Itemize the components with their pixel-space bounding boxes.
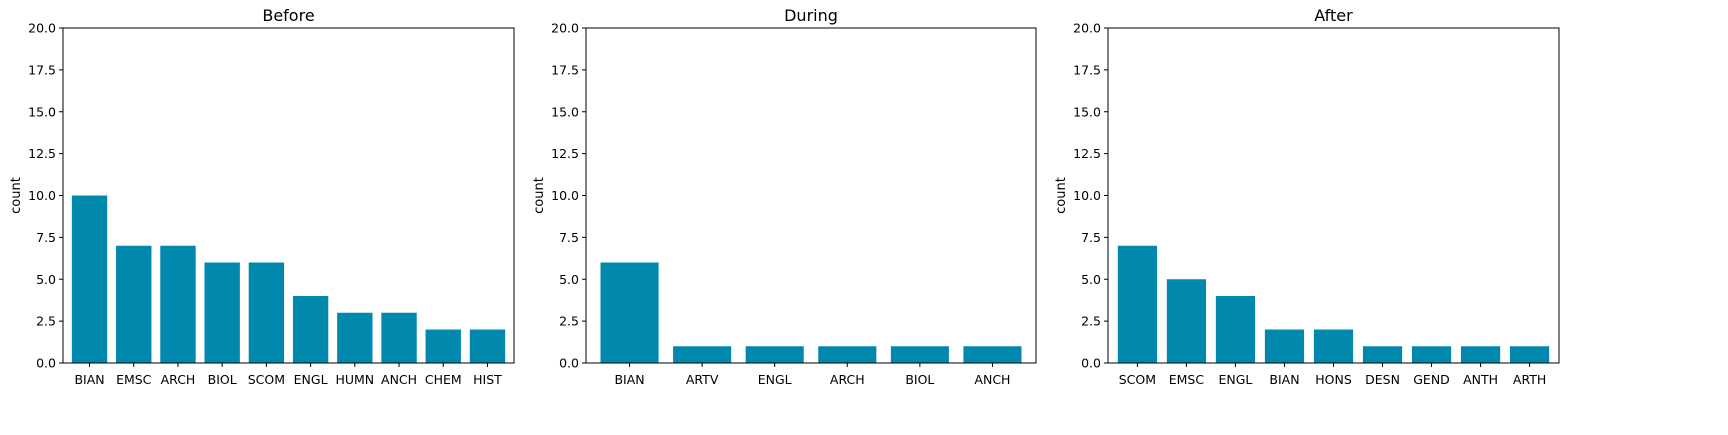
- y-tick-label: 20.0: [28, 21, 56, 36]
- bar-scom: [248, 262, 285, 363]
- x-tick-label: SCOM: [1119, 372, 1156, 387]
- bar-bian: [71, 195, 108, 363]
- bar-humn: [337, 312, 373, 363]
- y-tick-label: 17.5: [551, 62, 579, 77]
- y-tick-label: 12.5: [551, 146, 579, 161]
- y-tick-label: 0.0: [36, 356, 56, 371]
- bar-engl: [745, 346, 804, 363]
- x-tick-label: ENGL: [1219, 372, 1253, 387]
- y-tick-label: 20.0: [1073, 21, 1101, 36]
- x-tick-label: BIAN: [614, 372, 644, 387]
- bar-bian: [1264, 329, 1305, 363]
- x-tick-label: ANCH: [974, 372, 1010, 387]
- chart-panel-during: During count 0.0 2.5 5.0 7.5 10.0 12.5 15.0 17.5 2…: [532, 6, 1037, 387]
- x-tick-label: HIST: [473, 372, 502, 387]
- bar-gend: [1411, 346, 1452, 363]
- x-tick-label: GEND: [1413, 372, 1450, 387]
- y-tick-label: 10.0: [551, 188, 579, 203]
- y-axis-label: count: [532, 177, 547, 214]
- chart-panel-before: Before count 0.0 2.5 5.0 7.5 10.0 12.5 15.0 17.5 2…: [9, 6, 515, 387]
- bar-engl: [1215, 296, 1256, 363]
- x-tick-label: ARTV: [686, 372, 719, 387]
- y-tick-label: 17.5: [1073, 62, 1101, 77]
- x-tick-label: ARCH: [830, 372, 865, 387]
- y-axis-label: count: [1054, 177, 1069, 214]
- chart-title: Before: [262, 6, 314, 25]
- x-tick-label: ANCH: [381, 372, 417, 387]
- bar-emsc: [1166, 279, 1207, 363]
- x-tick-label: BIOL: [905, 372, 934, 387]
- x-tick-label: ARCH: [161, 372, 196, 387]
- bar-artv: [673, 346, 732, 363]
- chart-panel-after: After count 0.0 2.5 5.0 7.5 10.0 12.5 15.0 17.5 20…: [1054, 6, 1560, 387]
- bar-engl: [292, 296, 329, 363]
- y-tick-label: 0.0: [1081, 356, 1101, 371]
- bar-anch: [963, 346, 1022, 363]
- x-tick-label: EMSC: [1169, 372, 1205, 387]
- y-axis-label: count: [9, 177, 24, 214]
- y-tick-label: 7.5: [1081, 230, 1101, 245]
- bar-chem: [425, 329, 461, 363]
- bar-arth: [1509, 346, 1550, 363]
- bar-emsc: [116, 245, 152, 363]
- y-tick-label: 20.0: [551, 21, 579, 36]
- bar-hons: [1313, 329, 1354, 363]
- x-tick-label: BIAN: [1269, 372, 1299, 387]
- y-tick-label: 7.5: [36, 230, 56, 245]
- bar-hist: [469, 329, 506, 363]
- bar-anth: [1460, 346, 1501, 363]
- x-tick-label: SCOM: [248, 372, 285, 387]
- y-tick-label: 12.5: [1073, 146, 1101, 161]
- x-tick-label: ARTH: [1513, 372, 1546, 387]
- bar-arch: [160, 245, 196, 363]
- bar-anch: [381, 312, 417, 363]
- x-tick-label: ENGL: [758, 372, 792, 387]
- bar-biol: [204, 262, 240, 363]
- axes-frame: [1107, 27, 1560, 364]
- y-tick-label: 0.0: [559, 356, 579, 371]
- y-tick-label: 15.0: [1073, 104, 1101, 119]
- chart-title: After: [1314, 6, 1353, 25]
- x-tick-label: DESN: [1365, 372, 1400, 387]
- x-tick-label: ANTH: [1463, 372, 1498, 387]
- x-tick-label: EMSC: [116, 372, 152, 387]
- y-tick-label: 17.5: [28, 62, 56, 77]
- bar-bian: [600, 262, 659, 363]
- y-tick-label: 7.5: [559, 230, 579, 245]
- x-tick-label: CHEM: [425, 372, 462, 387]
- y-tick-label: 15.0: [551, 104, 579, 119]
- y-tick-label: 2.5: [1081, 314, 1101, 329]
- y-tick-label: 5.0: [36, 272, 56, 287]
- y-tick-label: 12.5: [28, 146, 56, 161]
- bar-arch: [818, 346, 877, 363]
- axes-frame: [62, 27, 515, 364]
- x-tick-label: ENGL: [294, 372, 328, 387]
- y-tick-label: 5.0: [1081, 272, 1101, 287]
- y-tick-label: 2.5: [559, 314, 579, 329]
- y-tick-label: 15.0: [28, 104, 56, 119]
- axes-frame: [585, 27, 1037, 364]
- bar-desn: [1362, 346, 1403, 363]
- x-tick-label: HONS: [1315, 372, 1352, 387]
- chart-title: During: [784, 6, 838, 25]
- bar-biol: [890, 346, 949, 363]
- y-tick-label: 10.0: [28, 188, 56, 203]
- x-tick-label: BIOL: [208, 372, 237, 387]
- x-tick-label: BIAN: [74, 372, 104, 387]
- y-tick-label: 10.0: [1073, 188, 1101, 203]
- y-tick-label: 2.5: [36, 314, 56, 329]
- y-tick-label: 5.0: [559, 272, 579, 287]
- x-tick-label: HUMN: [335, 372, 374, 387]
- bar-scom: [1117, 245, 1158, 363]
